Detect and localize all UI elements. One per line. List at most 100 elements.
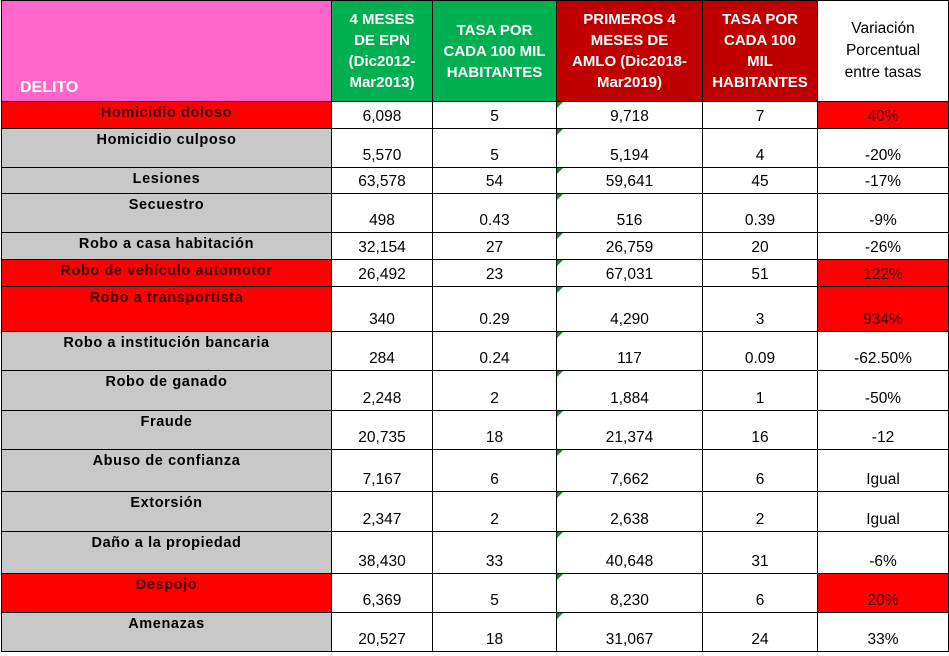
header-delito: DELITO bbox=[1, 0, 332, 102]
cell-amlo: 2,638 bbox=[556, 491, 703, 532]
table-row: Extorsión 2,347 2 2,638 2 Igual bbox=[1, 491, 949, 532]
cell-tasa-amlo: 4 bbox=[702, 128, 818, 168]
cell-epn: 2,248 bbox=[331, 370, 433, 411]
cell-tasa-amlo: 24 bbox=[702, 612, 818, 652]
cell-variacion: -62.50% bbox=[817, 331, 949, 371]
cell-tasa-epn: 0.43 bbox=[432, 193, 557, 233]
cell-amlo: 8,230 bbox=[556, 573, 703, 613]
cell-delito: Lesiones bbox=[1, 167, 332, 194]
cell-delito: Fraude bbox=[1, 410, 332, 450]
cell-tasa-amlo: 31 bbox=[702, 531, 818, 574]
cell-tasa-amlo: 2 bbox=[702, 491, 818, 532]
cell-epn: 2,347 bbox=[331, 491, 433, 532]
cell-amlo: 40,648 bbox=[556, 531, 703, 574]
cell-variacion: 122% bbox=[817, 259, 949, 287]
table-row: Robo a casa habitación 32,154 27 26,759 20 -2… bbox=[1, 232, 949, 260]
cell-tasa-amlo: 6 bbox=[702, 573, 818, 613]
cell-tasa-amlo: 1 bbox=[702, 370, 818, 411]
cell-tasa-epn: 5 bbox=[432, 128, 557, 168]
cell-delito: Abuso de confianza bbox=[1, 449, 332, 492]
cell-delito: Homicidio doloso bbox=[1, 101, 332, 129]
cell-amlo: 31,067 bbox=[556, 612, 703, 652]
cell-epn: 32,154 bbox=[331, 232, 433, 260]
cell-variacion: 40% bbox=[817, 101, 949, 129]
cell-variacion: -50% bbox=[817, 370, 949, 411]
cell-epn: 6,369 bbox=[331, 573, 433, 613]
cell-tasa-amlo: 7 bbox=[702, 101, 818, 129]
cell-tasa-epn: 6 bbox=[432, 449, 557, 492]
cell-tasa-epn: 0.24 bbox=[432, 331, 557, 371]
cell-delito: Despojo bbox=[1, 573, 332, 613]
cell-tasa-epn: 33 bbox=[432, 531, 557, 574]
cell-amlo: 67,031 bbox=[556, 259, 703, 287]
cell-tasa-amlo: 6 bbox=[702, 449, 818, 492]
table-row: Robo de ganado 2,248 2 1,884 1 -50% bbox=[1, 370, 949, 411]
header-tasa-epn: TASA POR CADA 100 MIL HABITANTES bbox=[432, 0, 557, 102]
cell-amlo: 9,718 bbox=[556, 101, 703, 129]
cell-amlo: 1,884 bbox=[556, 370, 703, 411]
cell-tasa-amlo: 16 bbox=[702, 410, 818, 450]
cell-delito: Amenazas bbox=[1, 612, 332, 652]
cell-delito: Robo de ganado bbox=[1, 370, 332, 411]
table-row: Lesiones 63,578 54 59,641 45 -17% bbox=[1, 167, 949, 194]
table-row: Despojo 6,369 5 8,230 6 20% bbox=[1, 573, 949, 613]
cell-tasa-epn: 27 bbox=[432, 232, 557, 260]
table-row: Fraude 20,735 18 21,374 16 -12 bbox=[1, 410, 949, 450]
cell-amlo: 516 bbox=[556, 193, 703, 233]
cell-variacion: 33% bbox=[817, 612, 949, 652]
cell-tasa-amlo: 0.09 bbox=[702, 331, 818, 371]
table-row: Homicidio culposo 5,570 5 5,194 4 -20% bbox=[1, 128, 949, 168]
table-row: Robo de vehículo automotor 26,492 23 67,031… bbox=[1, 259, 949, 287]
cell-tasa-epn: 2 bbox=[432, 370, 557, 411]
cell-delito: Homicidio culposo bbox=[1, 128, 332, 168]
table-row: Robo a institución bancaria 284 0.24 117 0.0… bbox=[1, 331, 949, 371]
header-amlo: PRIMEROS 4 MESES DE AMLO (Dic2018- Mar2019) bbox=[556, 0, 703, 102]
cell-epn: 26,492 bbox=[331, 259, 433, 287]
cell-tasa-epn: 54 bbox=[432, 167, 557, 194]
cell-amlo: 26,759 bbox=[556, 232, 703, 260]
cell-delito: Extorsión bbox=[1, 491, 332, 532]
cell-delito: Robo a casa habitación bbox=[1, 232, 332, 260]
cell-variacion: 20% bbox=[817, 573, 949, 613]
cell-variacion: 934% bbox=[817, 286, 949, 332]
cell-epn: 20,735 bbox=[331, 410, 433, 450]
cell-variacion: Igual bbox=[817, 449, 949, 492]
cell-variacion: -12 bbox=[817, 410, 949, 450]
header-tasa-amlo: TASA POR CADA 100 MIL HABITANTES bbox=[702, 0, 818, 102]
cell-tasa-amlo: 20 bbox=[702, 232, 818, 260]
cell-delito: Robo a transportista bbox=[1, 286, 332, 332]
cell-epn: 6,098 bbox=[331, 101, 433, 129]
cell-amlo: 59,641 bbox=[556, 167, 703, 194]
cell-variacion: -9% bbox=[817, 193, 949, 233]
cell-delito: Robo a institución bancaria bbox=[1, 331, 332, 371]
cell-delito: Robo de vehículo automotor bbox=[1, 259, 332, 287]
cell-tasa-amlo: 0.39 bbox=[702, 193, 818, 233]
cell-tasa-epn: 2 bbox=[432, 491, 557, 532]
table-row: Daño a la propiedad 38,430 33 40,648 31 -6% bbox=[1, 531, 949, 574]
cell-variacion: -6% bbox=[817, 531, 949, 574]
cell-epn: 5,570 bbox=[331, 128, 433, 168]
cell-amlo: 21,374 bbox=[556, 410, 703, 450]
table-row: Secuestro 498 0.43 516 0.39 -9% bbox=[1, 193, 949, 233]
cell-tasa-amlo: 45 bbox=[702, 167, 818, 194]
cell-variacion: -17% bbox=[817, 167, 949, 194]
table-row: Amenazas 20,527 18 31,067 24 33% bbox=[1, 612, 949, 652]
cell-tasa-epn: 5 bbox=[432, 573, 557, 613]
cell-tasa-amlo: 51 bbox=[702, 259, 818, 287]
header-row: DELITO 4 MESES DE EPN (Dic2012- Mar2013) TA… bbox=[1, 0, 949, 102]
cell-epn: 63,578 bbox=[331, 167, 433, 194]
cell-variacion: -20% bbox=[817, 128, 949, 168]
cell-tasa-epn: 0.29 bbox=[432, 286, 557, 332]
cell-amlo: 4,290 bbox=[556, 286, 703, 332]
cell-tasa-epn: 23 bbox=[432, 259, 557, 287]
cell-tasa-epn: 18 bbox=[432, 612, 557, 652]
cell-tasa-epn: 18 bbox=[432, 410, 557, 450]
header-variacion: Variación Porcentual entre tasas bbox=[817, 0, 949, 102]
cell-amlo: 117 bbox=[556, 331, 703, 371]
cell-epn: 38,430 bbox=[331, 531, 433, 574]
table-row: Robo a transportista 340 0.29 4,290 3 934% bbox=[1, 286, 949, 332]
header-epn: 4 MESES DE EPN (Dic2012- Mar2013) bbox=[331, 0, 433, 102]
cell-amlo: 7,662 bbox=[556, 449, 703, 492]
table-row: Homicidio doloso 6,098 5 9,718 7 40% bbox=[1, 101, 949, 129]
